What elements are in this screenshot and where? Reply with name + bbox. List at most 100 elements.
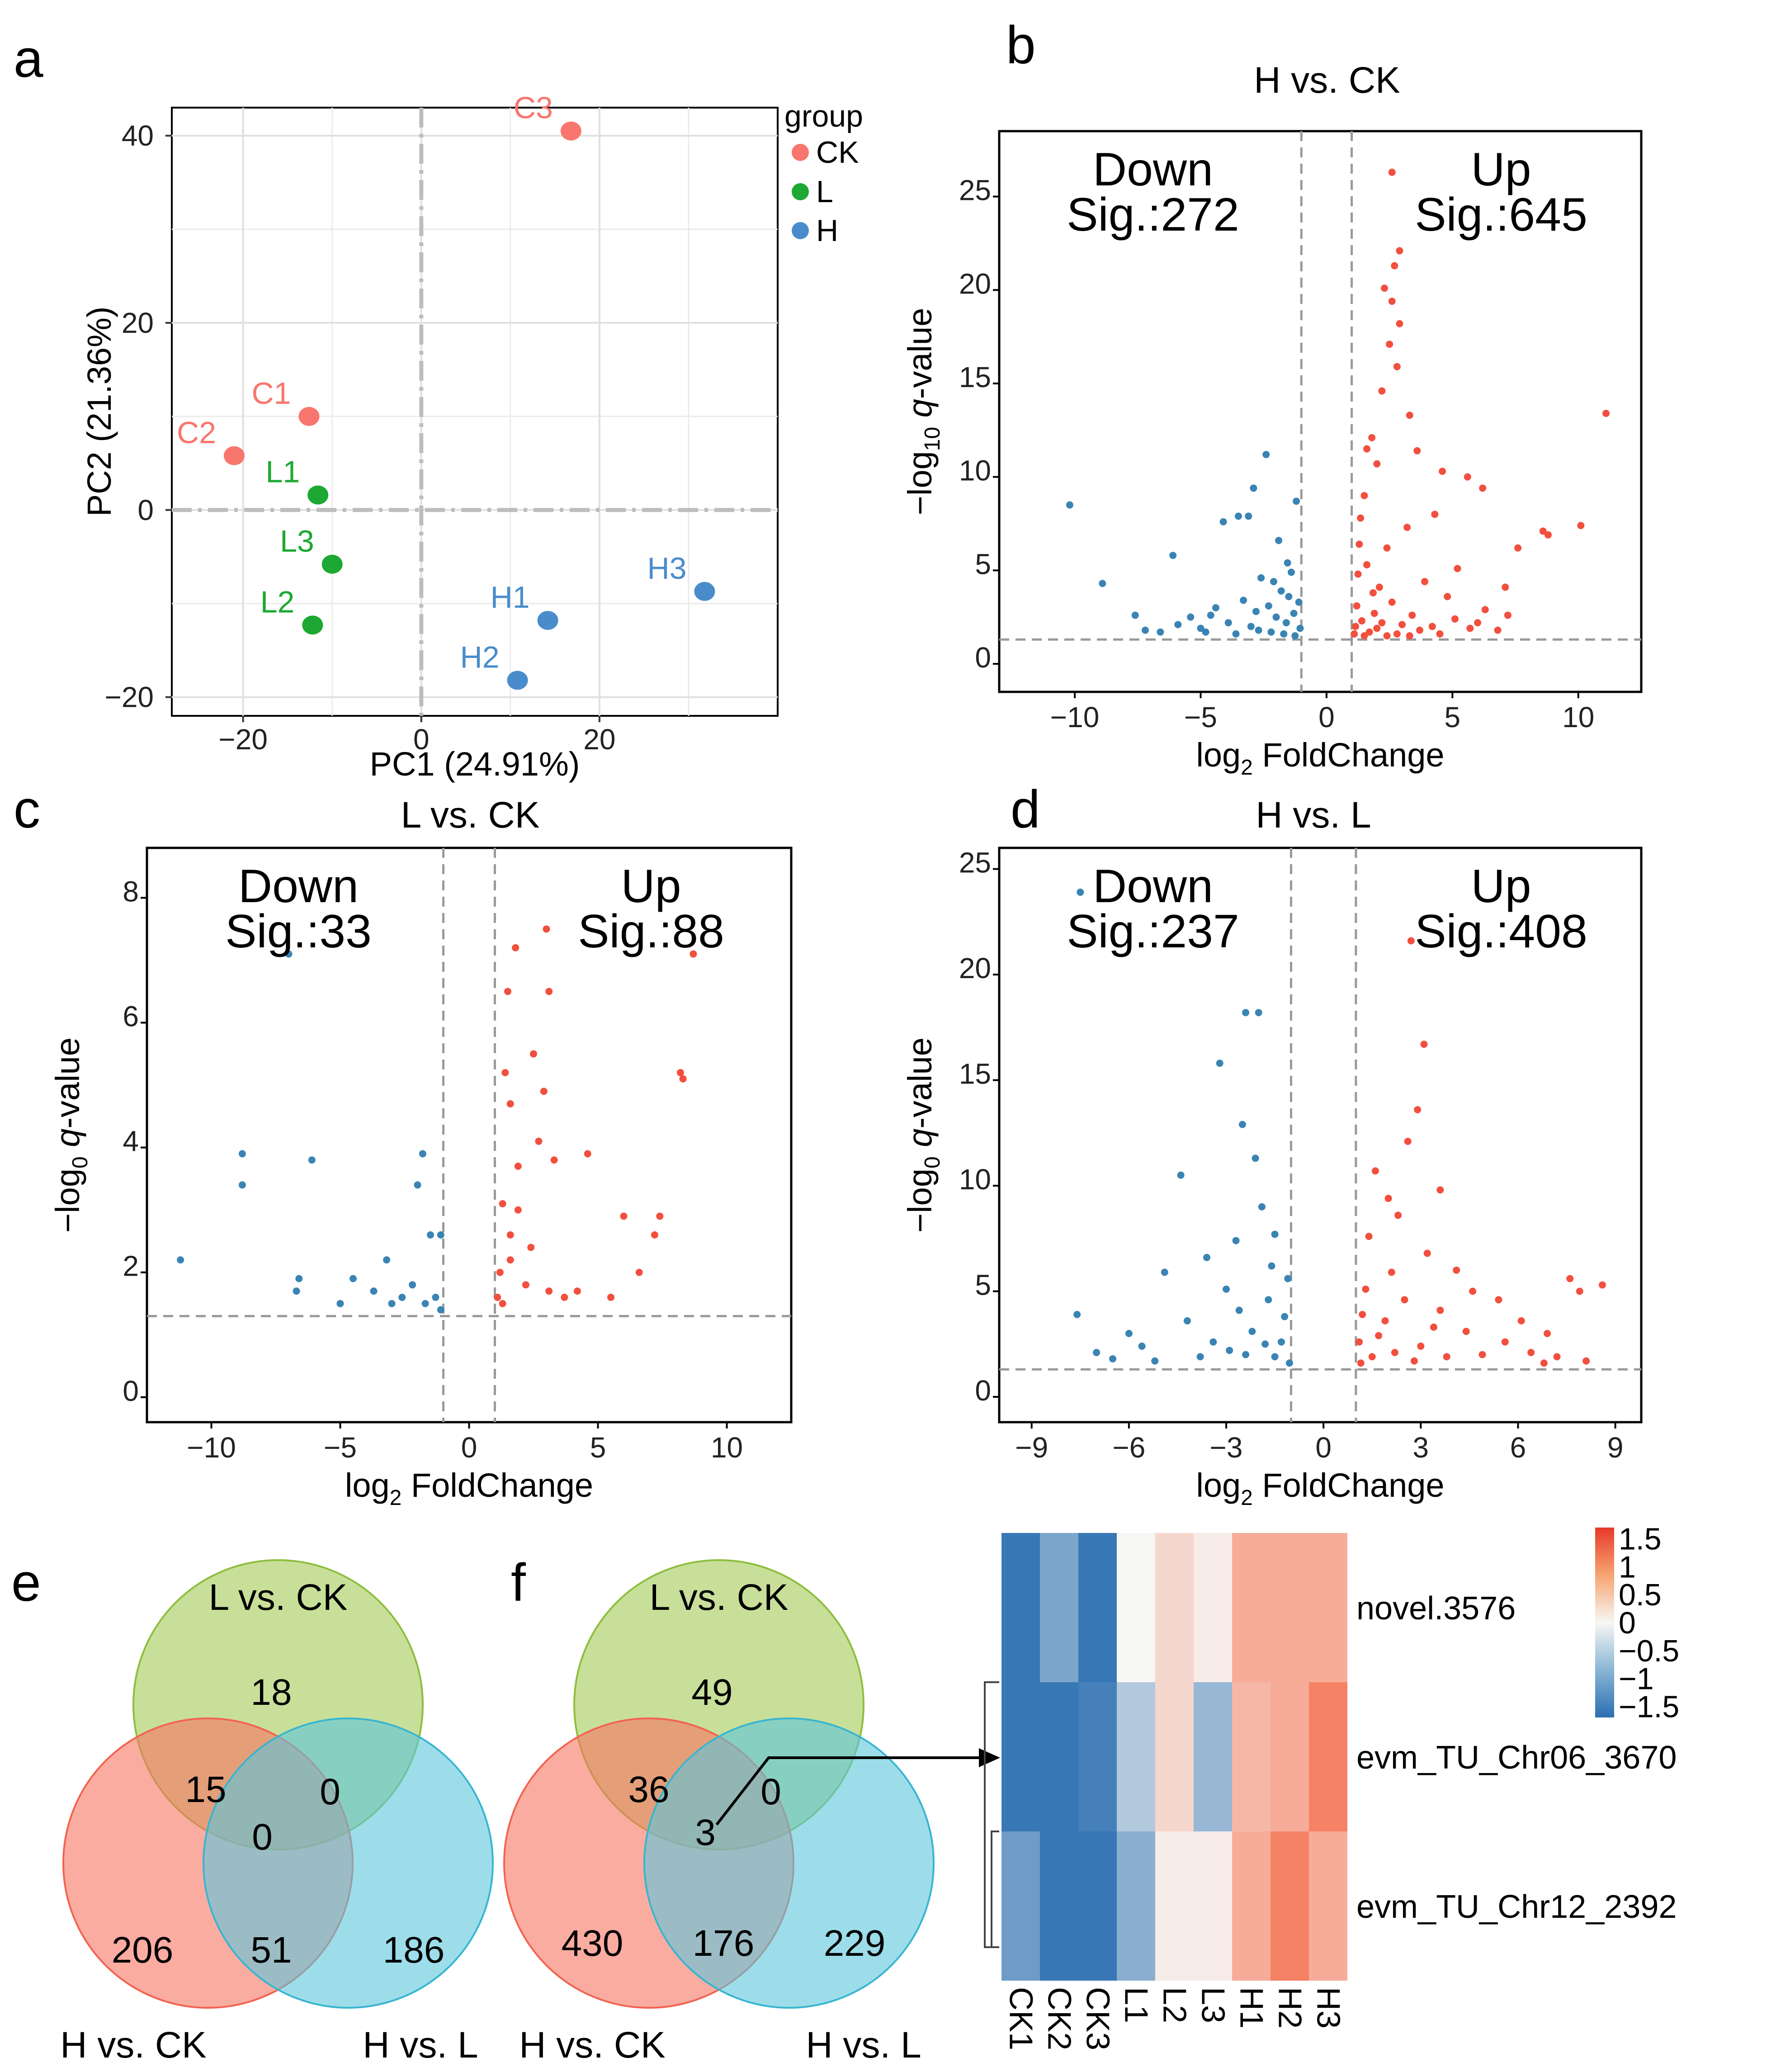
up-regulated-point (1478, 1351, 1486, 1358)
pca-y-ticks: −20 0 20 40 (104, 119, 172, 714)
pca-point-label-l1: L1 (266, 455, 300, 489)
down-regulated-point (1073, 1310, 1081, 1318)
pca-point-l3 (321, 554, 343, 574)
pca-point-label-c3: C3 (514, 91, 553, 125)
up-regulated-point (1363, 561, 1371, 568)
x-tick-label: 5 (590, 1431, 606, 1464)
venn-f-arrowhead (979, 1748, 1000, 1767)
up-regulated-point (1368, 434, 1376, 441)
down-regulated-point (419, 1150, 426, 1158)
down-regulated-point (1265, 602, 1272, 610)
up-regulated-point (545, 988, 553, 995)
up-regulated-point (1517, 1317, 1525, 1325)
up-regulated-point (1540, 1359, 1548, 1367)
up-regulated-point (1403, 524, 1411, 531)
up-regulated-point (1576, 1287, 1583, 1295)
down-regulated-point (1261, 1340, 1269, 1348)
down-regulated-point (1240, 596, 1247, 604)
heatmap-row-label: evm_TU_Chr06_3670 (1356, 1740, 1677, 1776)
up-regulated-point (545, 1287, 553, 1295)
up-regulated-point (1544, 1329, 1551, 1337)
pca-point-label-h3: H3 (647, 551, 686, 586)
up-regulated-point (1420, 1041, 1428, 1048)
down-regulated-point (1268, 1262, 1275, 1270)
up-regulated-point (1469, 1287, 1477, 1295)
down-regulated-point (427, 1231, 434, 1239)
down-regulated-point (1141, 626, 1149, 634)
down-regulated-point (409, 1281, 416, 1289)
volcano-c-title: L vs. CK (401, 795, 540, 836)
down-label: Down (1093, 143, 1213, 196)
up-regulated-point (561, 1293, 568, 1301)
down-regulated-point (1248, 1328, 1256, 1335)
down-regulated-point (1138, 1342, 1146, 1350)
panel-b: b H vs. CK (1006, 15, 1400, 101)
colorbar-tick-label: −0.5 (1619, 1634, 1679, 1668)
pca-x-tick-label: 20 (583, 723, 615, 756)
heatmap-column-label: CK2 (1041, 1987, 1077, 2050)
venn-e-set-label-h-vs-ck: H vs. CK (60, 2025, 206, 2066)
up-regulated-point (1373, 460, 1381, 468)
up-regulated-point (1384, 1195, 1392, 1202)
panel-d: d H vs. L (1011, 780, 1371, 839)
down-sig-count: Sig.:237 (1067, 905, 1239, 958)
heatmap-dendrogram (984, 1681, 999, 1948)
venn-f-set-label-l-vs-ck: L vs. CK (650, 1577, 789, 1618)
heatmap-cell-evm_TU_Chr12_2392-L2 (1155, 1831, 1194, 1981)
venn-f-l-and-hl: 0 (760, 1771, 781, 1812)
volcano-x-axis-label: log2 FoldChange (1196, 736, 1444, 780)
venn-e-hck-only: 206 (112, 1930, 174, 1971)
colorbar-tick-label: −1.5 (1619, 1689, 1679, 1724)
up-regulated-point (1351, 623, 1359, 630)
x-tick-label: 10 (1562, 701, 1594, 733)
x-tick-label: 6 (1510, 1431, 1526, 1464)
up-regulated-point (1451, 615, 1459, 623)
up-regulated-point (1408, 611, 1416, 619)
up-regulated-point (514, 1163, 522, 1170)
volcano-frame (998, 130, 1643, 693)
up-regulated-point (1504, 611, 1511, 619)
pca-point-l1 (307, 485, 329, 505)
heatmap-column-label: CK3 (1080, 1987, 1116, 2050)
legend-swatch-ck (792, 144, 809, 161)
down-regulated-point (1291, 632, 1299, 639)
up-regulated-point (1360, 632, 1368, 639)
up-regulated-point (1396, 247, 1403, 255)
up-regulated-point (1423, 1249, 1431, 1257)
pca-point-label-l3: L3 (280, 524, 314, 558)
up-regulated-point (1383, 544, 1391, 552)
down-regulated-point (295, 1275, 303, 1282)
up-sig-count: Sig.:645 (1415, 189, 1587, 241)
up-regulated-point (1375, 583, 1383, 591)
up-regulated-point (1406, 632, 1413, 639)
venn-f-arrow-line (715, 1756, 986, 1826)
down-regulated-point (1161, 1268, 1168, 1276)
up-regulated-point (512, 944, 520, 951)
up-sig-count: Sig.:88 (578, 905, 724, 958)
up-regulated-point (1514, 544, 1522, 552)
up-regulated-point (494, 1293, 501, 1301)
y-tick-label: 25 (959, 174, 991, 207)
heatmap-cell-evm_TU_Chr12_2392-L1 (1117, 1831, 1155, 1981)
up-regulated-point (550, 1156, 558, 1164)
down-regulated-point (1131, 611, 1139, 619)
up-regulated-point (1356, 1338, 1363, 1346)
down-regulated-point (1235, 1306, 1243, 1314)
heatmap-cell-evm_TU_Chr12_2392-H1 (1232, 1831, 1271, 1981)
volcano-x-axis-label: log2 FoldChange (345, 1466, 593, 1510)
up-regulated-point (1443, 1353, 1450, 1361)
up-regulated-point (1393, 630, 1401, 638)
down-regulated-point (1270, 578, 1277, 586)
up-regulated-point (1388, 298, 1396, 305)
up-regulated-point (496, 1268, 504, 1276)
up-regulated-point (1383, 632, 1391, 639)
up-regulated-point (543, 925, 550, 933)
legend-label-l: L (816, 175, 833, 209)
up-regulated-point (635, 1268, 643, 1276)
x-tick-label: 9 (1607, 1431, 1624, 1464)
down-regulated-point (1290, 610, 1298, 617)
down-regulated-point (1267, 628, 1275, 636)
down-sig-count: Sig.:272 (1067, 189, 1239, 241)
down-regulated-point (1250, 484, 1257, 492)
